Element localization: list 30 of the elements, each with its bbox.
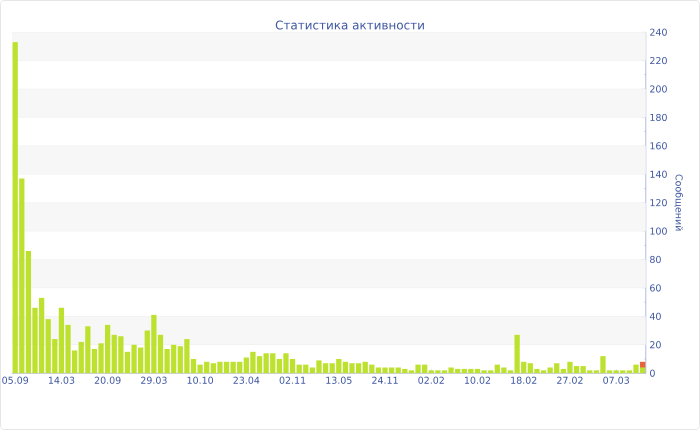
y-tick-label: 40 [650, 312, 661, 320]
chart-title: Статистика активности [276, 20, 424, 30]
y-tick-label: 100 [650, 227, 667, 235]
x-tick-label: 14.03 [48, 376, 74, 384]
x-tick-label: 18.02 [511, 376, 536, 384]
y-tick-label: 220 [650, 56, 667, 64]
x-tick-label: 10.02 [464, 376, 490, 384]
bar [640, 362, 646, 368]
y-tick-label: 240 [650, 28, 667, 36]
x-tick-label: 07.03 [603, 376, 629, 384]
x-tick-label: 20.09 [94, 376, 121, 384]
y-tick-label: 120 [650, 199, 667, 206]
x-tick-label: 29.03 [141, 376, 167, 384]
x-tick-label: 24.11 [372, 376, 398, 384]
x-tick-label: 23.04 [233, 376, 260, 384]
y-tick-label: 20 [650, 341, 661, 348]
y-tick-label: 180 [650, 114, 667, 121]
y-tick-label: 140 [650, 170, 667, 178]
y-axis-title: Сообщений [674, 174, 683, 230]
x-tick-label: 10.10 [188, 376, 214, 384]
y-tick-label: 160 [650, 142, 667, 150]
y-tick-label: 0 [650, 370, 655, 377]
y-tick-label: 200 [650, 85, 667, 93]
x-tick-label: 05.09 [2, 376, 28, 384]
y-tick-label: 60 [650, 284, 661, 292]
x-tick-label: 02.02 [418, 376, 444, 384]
x-tick-label: 27.02 [557, 376, 583, 384]
x-tick-label: 13.05 [326, 376, 352, 384]
x-tick-label: 02.11 [280, 376, 306, 384]
y-tick-label: 80 [650, 256, 661, 264]
